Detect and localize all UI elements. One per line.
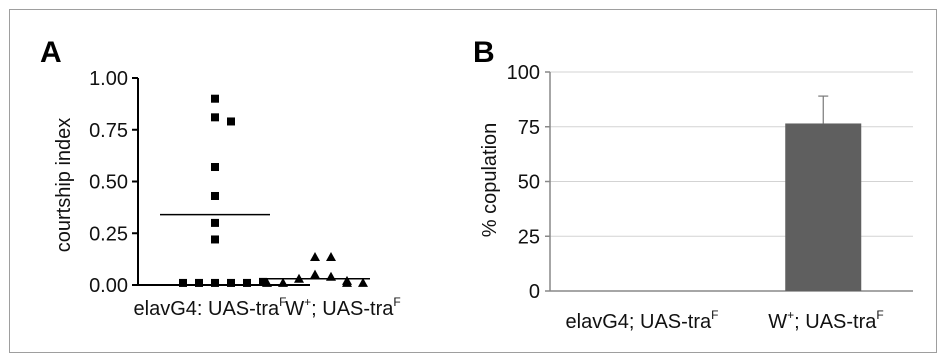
- data-point: [211, 218, 219, 227]
- panel-b: B % copulation 0 25 50 75 100 elavG4; UAS-tr…: [473, 36, 913, 333]
- data-points-a: [179, 94, 368, 287]
- y-tick-label-b: 0: [529, 281, 540, 303]
- data-point: [179, 278, 187, 287]
- bars-b: [785, 95, 862, 291]
- data-point: [310, 269, 320, 279]
- y-tick-label-b: 100: [507, 62, 540, 84]
- panel-letter-b: B: [473, 36, 495, 69]
- y-axis-title-a: courtship index: [53, 118, 75, 253]
- y-tick-label-b: 50: [518, 172, 540, 194]
- x-tick-label-a-0: elavG4: UAS-traF: [134, 295, 287, 320]
- data-point: [326, 252, 336, 262]
- data-point: [278, 277, 288, 287]
- data-point: [358, 277, 368, 287]
- data-point: [262, 277, 272, 287]
- data-point: [227, 278, 235, 287]
- x-tick-label-b-0: elavG4; UAS-traF: [566, 308, 719, 333]
- y-axis-title-b: % copulation: [479, 123, 501, 238]
- data-point: [211, 94, 219, 103]
- y-tick-label-a: 0.25: [89, 223, 128, 245]
- y-tick-label-b: 75: [518, 117, 540, 139]
- data-point: [211, 191, 219, 200]
- y-ticks-a: 0.00 0.25 0.50 0.75 1.00: [89, 68, 138, 297]
- data-point: [342, 277, 352, 287]
- y-tick-label-a: 0.75: [89, 120, 128, 142]
- figure-svg: A courtship index 0.00 0.25 0.50 0.75 1.00 e…: [40, 36, 913, 333]
- data-point: [259, 277, 267, 286]
- mean-lines-a: [160, 213, 370, 280]
- data-point: [227, 117, 235, 126]
- x-tick-label-a-1: W+; UAS-traF: [285, 295, 401, 320]
- y-tick-label-a: 0.50: [89, 172, 128, 194]
- data-point: [211, 278, 219, 287]
- y-tick-label-a: 0.00: [89, 275, 128, 297]
- data-point: [211, 113, 219, 122]
- y-tick-label-a: 1.00: [89, 68, 128, 90]
- bar: [785, 123, 862, 291]
- panel-a: A courtship index 0.00 0.25 0.50 0.75 1.00 e…: [40, 36, 401, 320]
- data-point: [310, 252, 320, 262]
- data-point: [211, 235, 219, 244]
- x-tick-label-b-1: W+; UAS-traF: [768, 308, 884, 333]
- data-point: [211, 163, 219, 172]
- figure: A courtship index 0.00 0.25 0.50 0.75 1.00 e…: [9, 9, 937, 353]
- y-ticks-b: 0 25 50 75 100: [507, 62, 550, 303]
- x-tick-labels-b: elavG4; UAS-traF W+; UAS-traF: [566, 308, 884, 333]
- data-point: [243, 278, 251, 287]
- panel-letter-a: A: [40, 36, 62, 69]
- data-point: [195, 278, 203, 287]
- y-tick-label-b: 25: [518, 226, 540, 248]
